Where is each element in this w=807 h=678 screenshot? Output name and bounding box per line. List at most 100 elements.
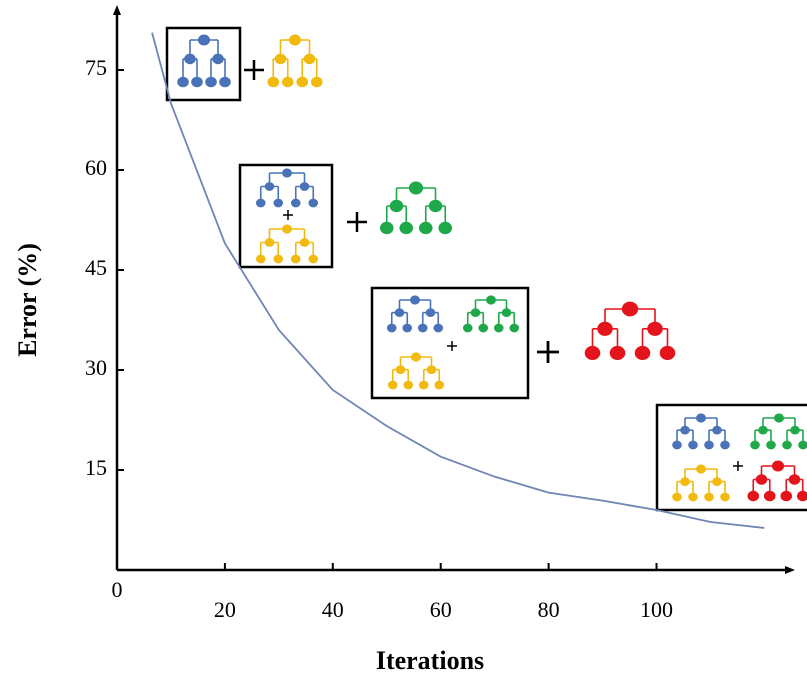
tree-node <box>766 440 776 450</box>
tree-node <box>395 365 406 374</box>
tree-node <box>672 440 682 450</box>
tree-node <box>688 492 698 502</box>
tree-node <box>782 440 792 450</box>
tree-node <box>389 199 404 213</box>
tree-node <box>273 198 284 208</box>
tree-node <box>290 198 301 208</box>
error-line <box>151 32 765 529</box>
tree-icon <box>750 413 807 450</box>
tree-node <box>720 440 730 450</box>
tree-node <box>408 181 424 195</box>
tree-node <box>386 323 397 333</box>
tree-node <box>410 352 421 362</box>
tree-node <box>621 301 639 317</box>
tree-node <box>647 321 663 336</box>
x-tick-label: 20 <box>214 597 236 622</box>
tree-node <box>267 76 280 88</box>
tree-node <box>790 425 800 435</box>
tree-node <box>303 53 316 65</box>
tree-node <box>763 490 776 502</box>
tree-icon <box>255 168 319 208</box>
tree-icon <box>672 464 730 502</box>
tree-node <box>584 345 601 361</box>
tree-node <box>299 238 310 247</box>
tree-node <box>634 345 651 361</box>
tree-node <box>712 425 722 435</box>
tree-node <box>609 345 626 361</box>
tree-node <box>720 492 730 502</box>
ensemble-box <box>370 286 530 400</box>
tree-node <box>485 295 496 305</box>
tree-node <box>470 308 481 317</box>
tree-node <box>274 53 287 65</box>
tree-icon <box>672 413 730 450</box>
y-tick-label: 60 <box>85 155 107 180</box>
tree-icon <box>584 301 676 361</box>
tree-node <box>288 34 302 46</box>
tree-node <box>680 425 690 435</box>
tree-node <box>750 440 760 450</box>
tree-node <box>695 464 706 474</box>
tree-node <box>296 76 309 88</box>
tree-node <box>501 308 512 317</box>
tree-node <box>758 425 768 435</box>
tree-node <box>281 168 292 178</box>
ensemble-box <box>655 403 807 512</box>
tree-node <box>219 76 231 88</box>
tree-node <box>712 477 722 486</box>
y-tick-label: 30 <box>85 355 107 380</box>
x-tick-label: 0 <box>112 577 123 602</box>
tree-node <box>418 380 429 390</box>
y-axis-label: Error (%) <box>13 243 42 357</box>
tree-node <box>255 198 266 208</box>
tree-node <box>478 323 489 333</box>
tree-node <box>704 492 714 502</box>
x-tick-label: 80 <box>538 597 560 622</box>
tree-node <box>428 199 443 213</box>
tree-node <box>509 323 520 333</box>
ensemble-box <box>238 163 334 269</box>
tree-node <box>462 323 473 333</box>
x-tick-label: 100 <box>640 597 673 622</box>
tree-node <box>796 490 807 502</box>
tree-node <box>403 380 414 390</box>
tree-node <box>379 221 394 235</box>
tree-node <box>438 221 453 235</box>
x-tick-label: 40 <box>322 597 344 622</box>
tree-node <box>197 34 211 46</box>
tree-node <box>399 221 414 235</box>
tree-node <box>308 254 319 264</box>
tree-node <box>426 365 437 374</box>
tree-node <box>191 76 203 88</box>
tree-node <box>771 460 785 472</box>
tree-node <box>264 182 275 191</box>
tree-node <box>780 490 793 502</box>
tree-node <box>597 321 613 336</box>
tree-node <box>433 323 444 333</box>
tree-node <box>402 323 413 333</box>
tree-icon <box>379 181 453 235</box>
tree-node <box>680 477 690 486</box>
tree-node <box>177 76 189 88</box>
tree-node <box>394 308 405 317</box>
y-tick-label: 75 <box>85 55 107 80</box>
tree-node <box>281 76 294 88</box>
tree-node <box>688 440 698 450</box>
tree-node <box>205 76 217 88</box>
tree-node <box>417 323 428 333</box>
tree-node <box>310 76 323 88</box>
tree-node <box>788 474 801 485</box>
tree-node <box>695 413 706 423</box>
y-tick-label: 15 <box>85 455 107 480</box>
tree-node <box>281 224 292 234</box>
tree-icon <box>267 34 323 88</box>
tree-node <box>264 238 275 247</box>
tree-icon <box>386 295 444 333</box>
tree-icon <box>177 34 231 88</box>
tree-node <box>184 53 196 65</box>
tree-node <box>387 380 398 390</box>
tree-node <box>212 53 224 65</box>
tree-node <box>659 345 676 361</box>
ensemble-illustrations <box>165 26 807 512</box>
y-tick-label: 45 <box>85 255 107 280</box>
